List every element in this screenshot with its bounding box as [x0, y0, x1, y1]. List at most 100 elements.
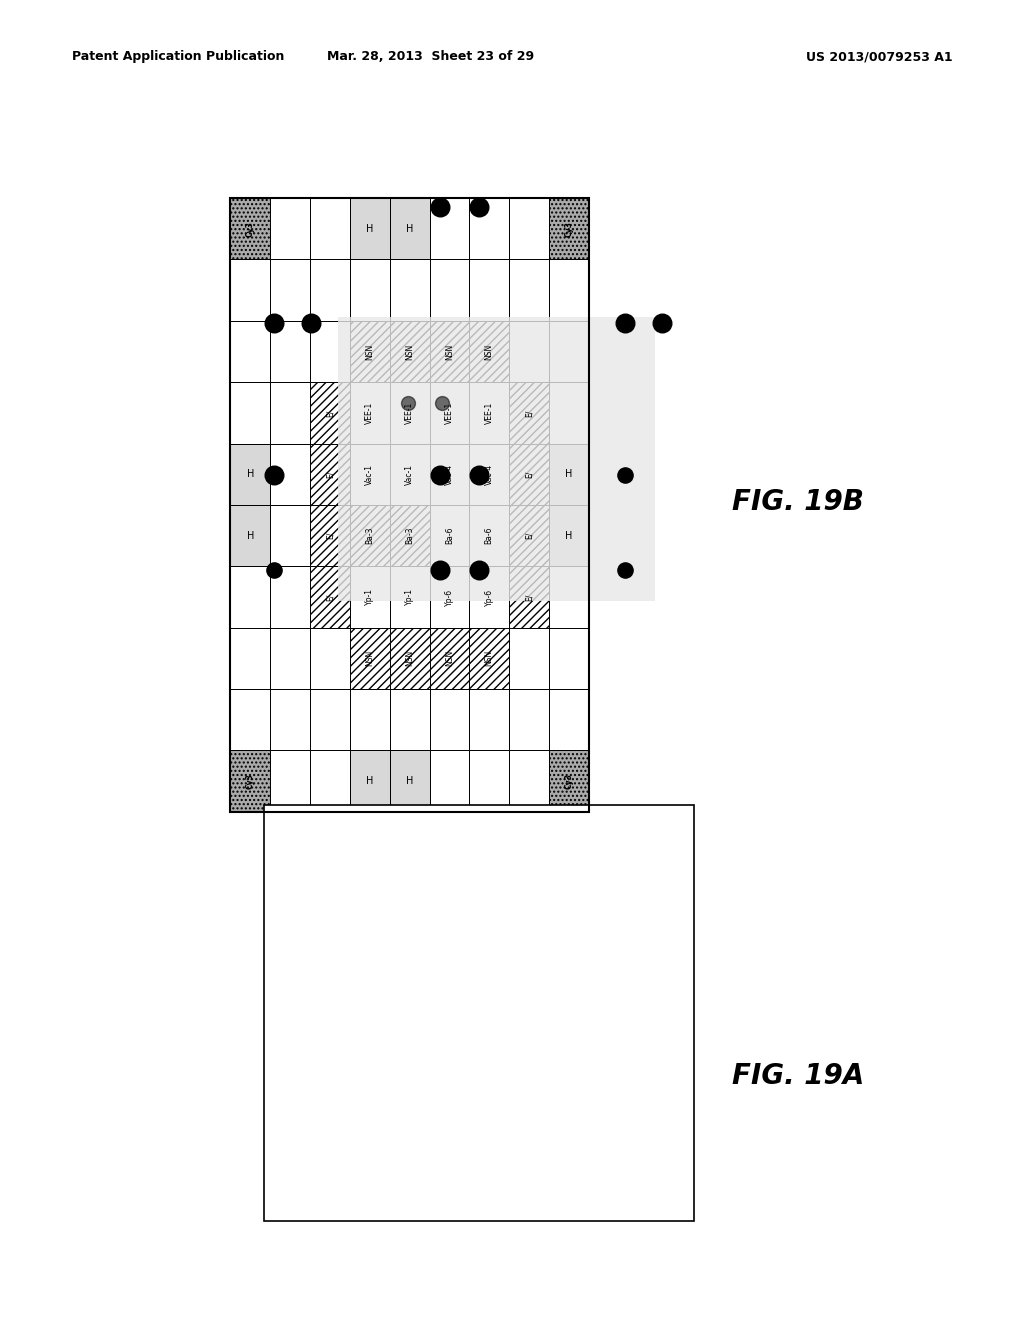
- Text: NSN: NSN: [484, 651, 494, 667]
- Text: US 2013/0079253 A1: US 2013/0079253 A1: [806, 50, 952, 63]
- Text: Ba-6: Ba-6: [484, 527, 494, 544]
- Bar: [390, 689, 429, 750]
- Bar: [350, 627, 390, 689]
- Bar: [469, 321, 509, 381]
- Bar: [390, 566, 429, 627]
- Bar: [509, 504, 549, 566]
- Bar: [549, 566, 589, 627]
- Bar: [270, 750, 310, 812]
- Text: H: H: [367, 223, 374, 234]
- Point: [266, 465, 283, 486]
- Point: [303, 313, 319, 334]
- Bar: [469, 504, 509, 566]
- Point: [266, 560, 283, 581]
- Text: H: H: [565, 469, 572, 479]
- Bar: [310, 259, 350, 321]
- Bar: [310, 750, 350, 812]
- Text: Yp-6: Yp-6: [444, 589, 454, 606]
- Text: Cy3: Cy3: [246, 220, 255, 236]
- Text: VEE-1: VEE-1: [366, 401, 375, 424]
- Bar: [509, 566, 549, 627]
- Point: [266, 313, 283, 334]
- Bar: [509, 381, 549, 444]
- Bar: [390, 504, 429, 566]
- Point: [432, 197, 449, 218]
- Bar: [230, 444, 270, 504]
- Text: NSN: NSN: [444, 343, 454, 359]
- Text: H: H: [565, 531, 572, 541]
- Bar: [230, 198, 589, 812]
- Bar: [310, 504, 350, 566]
- Bar: [270, 321, 310, 381]
- Bar: [549, 750, 589, 812]
- Bar: [338, 317, 655, 601]
- Text: E/: E/: [326, 532, 335, 540]
- Text: NSN: NSN: [366, 343, 375, 359]
- Text: E/: E/: [326, 593, 335, 601]
- Bar: [350, 566, 390, 627]
- Text: VEE-1: VEE-1: [406, 401, 414, 424]
- Bar: [270, 381, 310, 444]
- Bar: [509, 321, 549, 381]
- Bar: [310, 198, 350, 259]
- Point: [471, 197, 487, 218]
- Bar: [429, 321, 469, 381]
- Text: E/: E/: [326, 470, 335, 478]
- Bar: [549, 381, 589, 444]
- Bar: [270, 198, 310, 259]
- Text: H: H: [406, 223, 414, 234]
- Text: Cy3: Cy3: [564, 774, 573, 789]
- Bar: [230, 198, 270, 259]
- Bar: [350, 750, 390, 812]
- Bar: [230, 689, 270, 750]
- Point: [399, 392, 416, 413]
- Text: FIG. 19A: FIG. 19A: [732, 1061, 864, 1090]
- Text: Vac-1: Vac-1: [406, 463, 414, 484]
- Bar: [310, 321, 350, 381]
- Bar: [549, 504, 589, 566]
- Point: [471, 560, 487, 581]
- Bar: [549, 321, 589, 381]
- Point: [434, 392, 451, 413]
- Text: Vac-4: Vac-4: [484, 463, 494, 484]
- Bar: [390, 381, 429, 444]
- Bar: [350, 198, 390, 259]
- Bar: [310, 566, 350, 627]
- Bar: [429, 689, 469, 750]
- Bar: [270, 504, 310, 566]
- Bar: [350, 259, 390, 321]
- Text: Mar. 28, 2013  Sheet 23 of 29: Mar. 28, 2013 Sheet 23 of 29: [327, 50, 534, 63]
- Text: E/: E/: [524, 532, 534, 540]
- Bar: [390, 259, 429, 321]
- Bar: [469, 750, 509, 812]
- Text: VEE-1: VEE-1: [484, 401, 494, 424]
- Text: Yp-1: Yp-1: [366, 589, 375, 606]
- Text: Cy3: Cy3: [246, 774, 255, 789]
- Text: H: H: [406, 776, 414, 787]
- Bar: [270, 444, 310, 504]
- Text: H: H: [247, 469, 254, 479]
- Text: E/: E/: [326, 409, 335, 417]
- Bar: [429, 444, 469, 504]
- Text: Yp-1: Yp-1: [406, 589, 414, 606]
- Point: [471, 465, 487, 486]
- Bar: [230, 566, 270, 627]
- Text: E/: E/: [524, 409, 534, 417]
- Bar: [509, 259, 549, 321]
- Bar: [230, 381, 270, 444]
- Bar: [429, 259, 469, 321]
- Bar: [350, 689, 390, 750]
- Bar: [549, 627, 589, 689]
- Bar: [469, 259, 509, 321]
- Point: [616, 560, 633, 581]
- Bar: [469, 627, 509, 689]
- Text: Ba-3: Ba-3: [366, 527, 375, 544]
- Bar: [429, 198, 469, 259]
- Bar: [230, 198, 270, 259]
- Bar: [549, 444, 589, 504]
- Bar: [390, 627, 429, 689]
- Bar: [390, 321, 429, 381]
- Bar: [264, 805, 694, 1221]
- Bar: [270, 566, 310, 627]
- Bar: [310, 444, 350, 504]
